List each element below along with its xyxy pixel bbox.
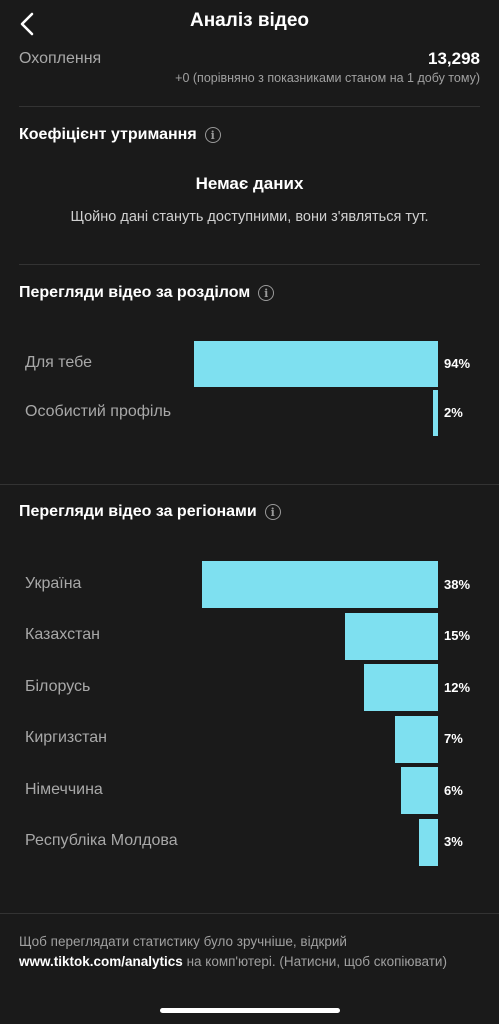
section-row-label: Для тебе [25, 354, 93, 371]
section-bar [433, 390, 438, 436]
region-row-label: Республіка Молдова [25, 832, 178, 849]
divider [0, 484, 499, 485]
region-row-label: Киргизстан [25, 729, 107, 746]
region-percent: 15% [444, 628, 471, 643]
divider [19, 264, 480, 265]
views-by-section-title-text: Перегляди відео за розділом [19, 284, 251, 301]
region-row-label: Казахстан [25, 626, 100, 643]
region-row-label: Україна [25, 574, 82, 592]
retention-section-title: Коефіцієнт утримання i [19, 126, 221, 144]
divider [19, 106, 480, 107]
region-percent: 38% [444, 576, 471, 592]
section-percent: 2% [444, 405, 463, 420]
back-icon[interactable] [14, 10, 42, 38]
region-row-label: Німеччина [25, 780, 103, 798]
footer-text-before: Щоб переглядати статистику було зручніше… [19, 934, 347, 949]
reach-value: 13,298 [428, 49, 480, 68]
info-icon[interactable]: i [204, 127, 221, 143]
views-by-region-title: Перегляди відео за регіонами i [19, 503, 281, 521]
region-bar [364, 664, 438, 711]
footer-text-after: на комп'ютері. (Натисни, щоб скопіювати) [182, 954, 447, 969]
region-row-label: Білорусь [25, 677, 91, 695]
section-bar [194, 341, 438, 387]
no-data-title: Немає даних [195, 174, 304, 193]
info-icon[interactable]: i [258, 285, 275, 301]
views-by-section-title: Перегляди відео за розділом i [19, 284, 275, 302]
retention-title-text: Коефіцієнт утримання [19, 126, 197, 143]
page-title: Аналіз відео [189, 10, 310, 31]
analytics-link[interactable]: www.tiktok.com/analytics [19, 954, 183, 969]
region-percent: 3% [444, 834, 463, 849]
region-percent: 6% [444, 782, 463, 798]
reach-label: Охоплення [19, 50, 102, 67]
section-row-label: Особистий профіль [25, 403, 172, 420]
divider [0, 913, 499, 914]
region-bar [419, 818, 438, 866]
section-percent: 94% [444, 356, 471, 371]
reach-compare-text: +0 (порівняно з показниками станом на 1 … [175, 71, 480, 85]
info-icon[interactable]: i [264, 504, 281, 520]
region-percent: 12% [444, 679, 471, 695]
region-bar [345, 612, 438, 660]
region-percent: 7% [444, 731, 463, 746]
region-bar [395, 715, 438, 763]
home-indicator[interactable] [160, 1008, 340, 1013]
footer-analytics-hint[interactable]: Щоб переглядати статистику було зручніше… [19, 932, 480, 972]
region-bar [401, 767, 438, 814]
region-bar [202, 561, 438, 608]
no-data-text: Щойно дані стануть доступними, вони з'яв… [70, 209, 429, 225]
views-by-region-title-text: Перегляди відео за регіонами [19, 503, 257, 520]
